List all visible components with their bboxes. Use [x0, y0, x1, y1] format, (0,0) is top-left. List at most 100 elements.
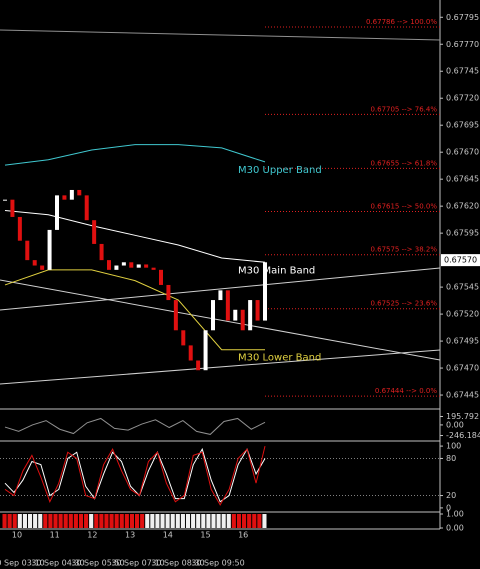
bar-label: 12	[87, 531, 97, 540]
candle	[129, 262, 134, 268]
fib-label: 0.67615 --> 50.0%	[370, 203, 437, 211]
band-line	[4, 209, 266, 263]
candle	[203, 330, 208, 371]
price-box	[441, 254, 480, 267]
signal-bar	[252, 514, 257, 528]
time-label: 30 Sep 09:50	[191, 559, 244, 568]
signal-bar	[262, 514, 267, 528]
band-label: M30 Upper Band	[238, 165, 322, 176]
signal-bar	[206, 514, 211, 528]
signal-bar	[257, 514, 262, 528]
bar-label: 16	[238, 531, 248, 540]
candle	[233, 309, 238, 321]
signal-bar	[89, 514, 94, 528]
frames	[0, 0, 441, 530]
candle	[114, 265, 119, 270]
y-tick-label: 0.67670	[446, 148, 479, 157]
time-label: 30 Sep 04:30	[31, 559, 84, 568]
signal-bar	[17, 514, 22, 528]
trend-lines	[0, 29, 441, 385]
signal-bar	[160, 514, 165, 528]
signal-bar	[231, 514, 236, 528]
current-price-label: 0.67570	[444, 256, 477, 265]
y-tick-label: 0.67745	[446, 67, 479, 76]
signal-bar	[12, 514, 17, 528]
candle	[144, 264, 149, 268]
y-tick-label: 1.00	[446, 510, 464, 519]
fib-label: 0.67655 --> 61.8%	[370, 159, 437, 167]
candle	[240, 309, 245, 331]
signal-bar	[114, 514, 119, 528]
y-tick-label: 0.67545	[446, 283, 479, 292]
bar-label: 15	[200, 531, 210, 540]
candle	[62, 195, 67, 200]
signal-bar	[78, 514, 84, 528]
trend-line	[0, 349, 441, 385]
signal-bar	[211, 514, 216, 528]
signal-bar	[63, 514, 68, 528]
y-tick-label: 0.67620	[446, 202, 479, 211]
candle	[10, 199, 15, 217]
time-label: 30 Sep 08:30	[151, 559, 204, 568]
trend-line	[0, 267, 441, 311]
fib-label: 0.67525 --> 23.6%	[370, 300, 437, 308]
signal-bar	[104, 514, 109, 528]
candle	[196, 360, 201, 371]
candle	[248, 300, 253, 331]
signal-bar	[221, 514, 226, 528]
y-tick-label: 0.67795	[446, 13, 479, 22]
signal-bar	[216, 514, 221, 528]
trend-line	[0, 29, 441, 41]
signal-bar	[94, 514, 99, 528]
candle	[151, 267, 156, 270]
signal-bar	[145, 514, 150, 528]
y-tick-label: 0.67695	[446, 121, 479, 130]
y-tick-label: 0.67470	[446, 364, 479, 373]
candle	[166, 284, 171, 301]
signal-bar	[73, 514, 78, 528]
band-label: M30 Lower Band	[238, 353, 321, 364]
signal-bar	[247, 514, 252, 528]
signal-bar	[226, 514, 231, 528]
y-tick-label: 0.67770	[446, 40, 479, 49]
y-tick-label: 0.67495	[446, 337, 479, 346]
candle	[121, 262, 126, 266]
candle	[173, 300, 178, 331]
signal-bar	[58, 514, 63, 528]
candle	[159, 269, 163, 285]
signal-bar	[124, 514, 129, 528]
signal-bar	[140, 514, 145, 528]
signal-bar	[7, 514, 12, 528]
signal-bar	[99, 514, 104, 528]
bar-label: 10	[12, 531, 22, 540]
y-tick-label: 20	[446, 491, 456, 500]
signal-bar	[155, 514, 160, 528]
signal-bar	[84, 514, 89, 528]
candle	[25, 240, 30, 261]
signal-bar	[48, 514, 53, 528]
signal-bar	[135, 514, 140, 528]
plot-layer: 0.67795 0.67770 0.67745 0.67720 0.67695 0.676…	[0, 13, 480, 568]
y-tick-label: 0.00	[446, 420, 464, 429]
trend-line	[0, 279, 441, 361]
candle	[84, 195, 89, 221]
candle	[211, 300, 215, 331]
y-tick-label: 0.67595	[446, 229, 479, 238]
band-line	[4, 144, 266, 166]
candle	[255, 300, 260, 321]
candle	[107, 260, 111, 270]
fib-label: 0.67705 --> 76.4%	[370, 105, 437, 113]
candle	[40, 265, 45, 270]
candle	[77, 189, 82, 196]
signal-bar	[2, 514, 7, 528]
candle	[99, 243, 104, 261]
candle	[47, 229, 52, 270]
indicator-line	[4, 445, 266, 506]
signal-bar	[242, 514, 247, 528]
y-tick-label: 0.67520	[446, 310, 479, 319]
signal-bar	[38, 514, 43, 528]
signal-bar	[22, 514, 27, 528]
candle	[188, 345, 193, 361]
